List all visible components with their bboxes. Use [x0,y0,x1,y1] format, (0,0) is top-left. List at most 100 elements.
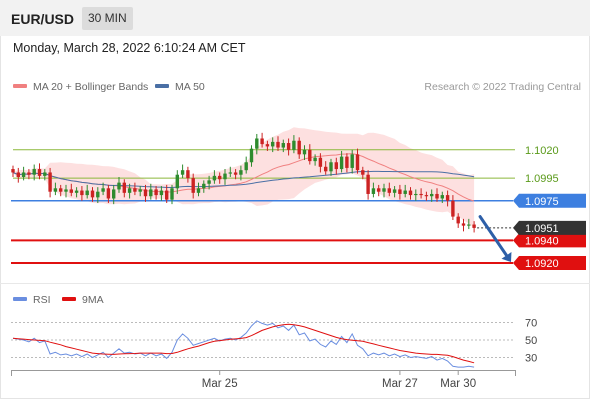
candle [53,182,58,196]
candle [43,169,47,181]
candle [27,169,31,180]
candle [430,189,434,202]
last-price-label: 1.0951 [525,223,559,235]
x-tick-label: Mar 27 [382,378,418,390]
candle [170,184,174,205]
projection-arrow-shaft [478,215,508,257]
candle [74,187,79,198]
key-levels [11,149,515,265]
candle [207,175,211,190]
level-label-1.0940: 1.0940 [525,235,559,247]
candle [80,186,84,201]
candle [339,150,344,173]
candle [292,135,296,154]
level-tag-1.0920 [513,256,586,271]
candle [154,186,158,200]
candle [392,186,397,198]
candle [377,184,381,197]
candle [48,167,52,198]
candle [366,170,370,200]
candle [133,182,137,196]
candle [308,144,312,165]
candle [149,183,153,200]
candle [260,132,264,148]
level-tag-1.0940 [513,233,586,248]
chart-credit: Research © 2022 Trading Central [424,81,581,93]
candle [424,191,429,201]
candle [334,157,338,175]
rsi-tick-30: 30 [525,353,537,365]
level-labels: 1.1020 1.0995 1.0975 1.0940 1.0920 1.0951 [513,145,586,271]
legend-label-rsi: RSI [33,294,51,306]
candle [180,164,185,179]
candle [461,218,466,232]
candle [355,148,360,174]
candle [382,183,386,198]
ma50-line [12,170,475,188]
candle [11,165,15,177]
candle [202,180,206,193]
candle [361,166,365,180]
candle [64,184,68,198]
candle [16,167,20,183]
rsi-legend: RSI 9MA [13,294,104,306]
candle [69,183,73,197]
main-legend: MA 20 + Bollinger Bands MA 50 Research ©… [13,81,581,93]
candle [456,213,460,228]
candle [467,218,471,230]
level-tag-1.0975 [513,193,586,208]
candle [90,187,95,202]
candle [345,153,349,173]
candle [218,172,222,184]
candle [32,164,36,181]
moving-averages [12,153,475,202]
candle [318,153,323,173]
candle [175,170,179,194]
rsi-tick-70: 70 [525,318,537,330]
last-price-tag [513,220,586,235]
timeframe-badge[interactable]: 30 MIN [82,7,133,30]
level-label-1.0920: 1.0920 [525,258,559,270]
candle [85,184,89,199]
top-bar: EUR/USD 30 MIN [0,0,590,36]
instrument-symbol: EUR/USD [11,11,75,27]
candle [276,136,280,151]
candle [159,186,164,201]
x-tick-label: Mar 30 [440,378,476,390]
candle [196,182,201,197]
candle [302,145,307,160]
candle [281,139,285,153]
candle [255,133,259,155]
rsi-9ma-line [12,323,475,364]
candle [165,184,169,204]
candle [398,184,402,200]
candle [408,187,413,200]
legend-swatch-ma20 [13,84,27,88]
candle [440,191,444,204]
candle [297,137,301,159]
legend-swatch-9ma [62,297,76,301]
candle [233,169,238,180]
candle [419,188,423,199]
x-axis: Mar 25 Mar 27 Mar 30 [11,370,516,390]
candle [249,145,254,167]
legend-swatch-ma50 [155,84,169,88]
rsi-tick-50: 50 [525,335,537,347]
candle [387,182,391,197]
candle [223,169,227,185]
candle [286,138,291,156]
candle [112,184,116,205]
legend-label-9ma: 9MA [82,294,104,306]
candle [106,184,111,204]
candle [271,137,275,153]
candle [212,170,217,184]
x-tick-label: Mar 25 [202,378,238,390]
level-label-1.1020: 1.1020 [525,145,559,157]
candle [451,195,455,220]
candle [186,166,190,183]
rsi-panel: 70 50 30 [11,318,537,368]
report-datetime: Monday, March 28, 2022 6:10:24 AM CET [13,41,246,55]
legend-swatch-rsi [13,297,27,301]
level-label-1.0975: 1.0975 [525,196,559,208]
candle [143,184,148,202]
